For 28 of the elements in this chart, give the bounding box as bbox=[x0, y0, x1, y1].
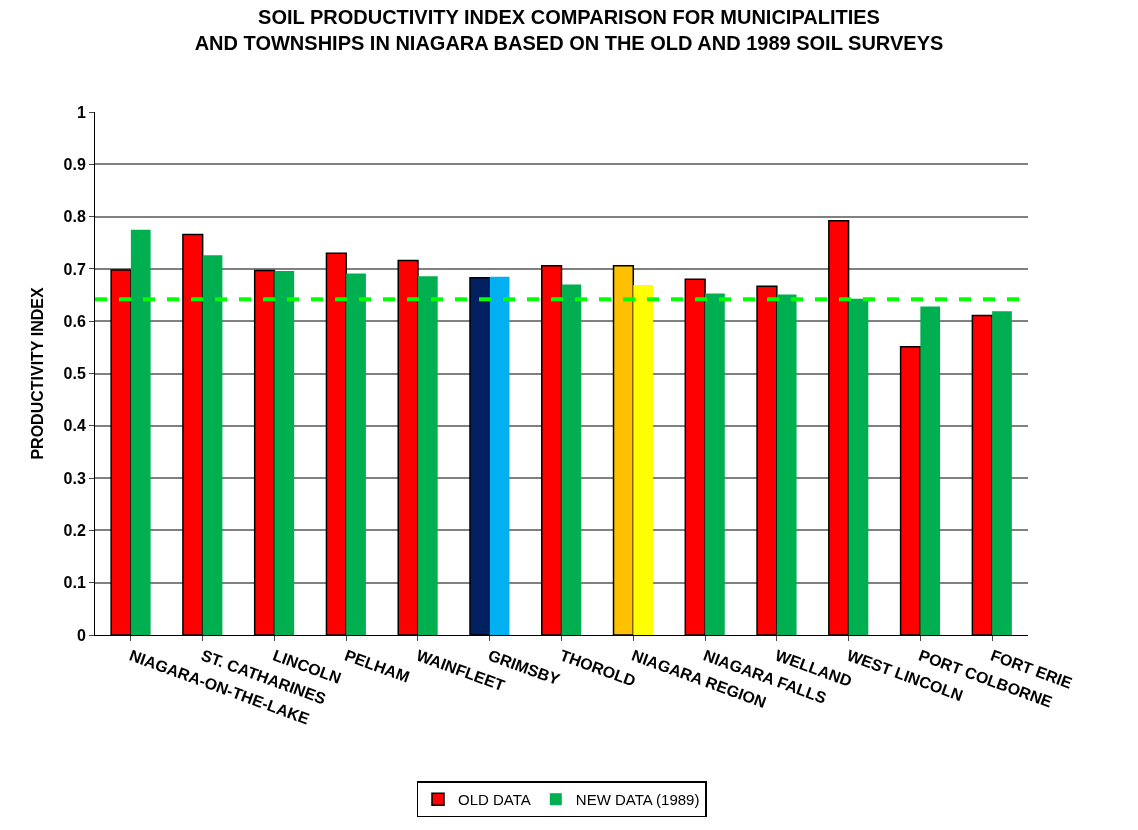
bar bbox=[417, 276, 438, 635]
y-tick-label: 0.3 bbox=[63, 469, 86, 487]
bar bbox=[848, 298, 869, 635]
y-tick-label: 0.2 bbox=[63, 522, 86, 539]
y-tick-label: 0.8 bbox=[63, 208, 86, 226]
y-tick-label: 1 bbox=[76, 103, 86, 121]
y-tick-label: 0.6 bbox=[63, 312, 86, 330]
bar bbox=[346, 273, 366, 635]
bar bbox=[274, 270, 295, 635]
y-tick-label: 0.5 bbox=[63, 365, 86, 383]
y-tick-label: 0.4 bbox=[63, 417, 86, 435]
bar bbox=[130, 229, 151, 635]
bar bbox=[561, 284, 582, 635]
bar bbox=[705, 293, 725, 635]
legend-label: NEW DATA (1989) bbox=[575, 791, 700, 809]
y-tick-label: 0.9 bbox=[63, 155, 86, 173]
y-tick-label: 0.1 bbox=[63, 574, 86, 592]
bar bbox=[489, 276, 510, 635]
bar bbox=[776, 294, 797, 635]
bar bbox=[992, 311, 1012, 635]
legend-label: OLD DATA bbox=[458, 791, 531, 809]
y-axis-title: PRODUCTIVITY INDEX bbox=[29, 287, 47, 460]
chart-title: SOIL PRODUCTIVITY INDEX COMPARISON FOR MUNICIPALITIES AND TOWNSHIPS IN NIAGARA BASED ON THE OLD AND 1989 SOIL SURVEYS bbox=[194, 6, 944, 54]
y-tick-label: 0.7 bbox=[63, 260, 86, 278]
bar bbox=[920, 306, 941, 635]
bar bbox=[633, 285, 654, 635]
bar bbox=[202, 255, 223, 635]
y-tick-label: 0 bbox=[76, 626, 86, 644]
